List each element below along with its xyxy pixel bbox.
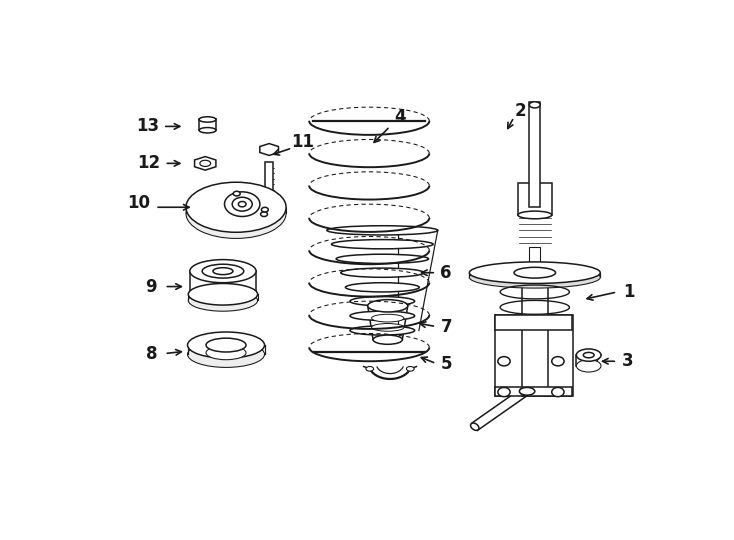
Ellipse shape [368, 300, 408, 312]
Ellipse shape [225, 192, 260, 217]
Ellipse shape [371, 323, 404, 331]
Ellipse shape [350, 296, 415, 306]
Ellipse shape [470, 423, 479, 430]
Ellipse shape [407, 367, 414, 371]
Ellipse shape [232, 197, 252, 211]
Text: 12: 12 [137, 154, 161, 172]
Ellipse shape [261, 207, 269, 212]
Ellipse shape [189, 289, 258, 311]
Ellipse shape [498, 356, 510, 366]
Text: 5: 5 [440, 355, 452, 373]
Ellipse shape [373, 335, 402, 345]
Bar [529, 102, 540, 207]
Ellipse shape [341, 268, 424, 278]
Bar [265, 162, 273, 197]
Ellipse shape [552, 387, 564, 397]
Text: 7: 7 [440, 318, 452, 335]
Ellipse shape [187, 332, 264, 358]
Polygon shape [260, 144, 278, 156]
Text: 3: 3 [622, 352, 633, 370]
Ellipse shape [520, 387, 535, 395]
Ellipse shape [350, 326, 415, 335]
Ellipse shape [186, 188, 286, 239]
Ellipse shape [327, 226, 437, 235]
Bar [529, 247, 540, 264]
Ellipse shape [518, 211, 552, 219]
Ellipse shape [576, 349, 601, 361]
Ellipse shape [529, 102, 540, 108]
Ellipse shape [199, 127, 216, 133]
Ellipse shape [520, 389, 528, 396]
Text: 4: 4 [394, 108, 406, 126]
Text: 13: 13 [136, 117, 159, 136]
Ellipse shape [186, 182, 286, 232]
Ellipse shape [576, 360, 601, 372]
Ellipse shape [199, 117, 216, 122]
Bar [518, 183, 552, 215]
Text: 11: 11 [291, 133, 315, 151]
Ellipse shape [332, 240, 433, 249]
Ellipse shape [213, 268, 233, 275]
Ellipse shape [371, 314, 404, 322]
Text: 6: 6 [440, 264, 452, 282]
Bar [522, 284, 548, 396]
Ellipse shape [346, 283, 419, 292]
Bar [545, 315, 573, 396]
Ellipse shape [202, 264, 244, 278]
Ellipse shape [514, 267, 556, 278]
Bar [495, 315, 572, 330]
Ellipse shape [498, 387, 510, 397]
Ellipse shape [366, 367, 374, 371]
Polygon shape [472, 388, 526, 430]
Ellipse shape [190, 260, 256, 283]
Ellipse shape [233, 191, 240, 196]
Text: 10: 10 [127, 194, 150, 212]
Ellipse shape [261, 212, 267, 217]
Ellipse shape [350, 311, 415, 320]
Bar [495, 387, 572, 396]
Ellipse shape [200, 160, 211, 166]
Ellipse shape [336, 254, 429, 264]
Ellipse shape [187, 341, 264, 367]
Ellipse shape [469, 262, 600, 284]
Ellipse shape [552, 356, 564, 366]
Text: 8: 8 [145, 345, 157, 362]
Ellipse shape [469, 267, 600, 288]
Ellipse shape [206, 346, 246, 360]
Polygon shape [195, 157, 216, 170]
Ellipse shape [584, 353, 594, 358]
Text: 2: 2 [515, 102, 527, 120]
Text: 9: 9 [145, 278, 157, 295]
Bar [495, 315, 526, 396]
Ellipse shape [239, 201, 246, 207]
Ellipse shape [206, 338, 246, 352]
Ellipse shape [189, 284, 258, 305]
Text: 1: 1 [623, 283, 634, 301]
